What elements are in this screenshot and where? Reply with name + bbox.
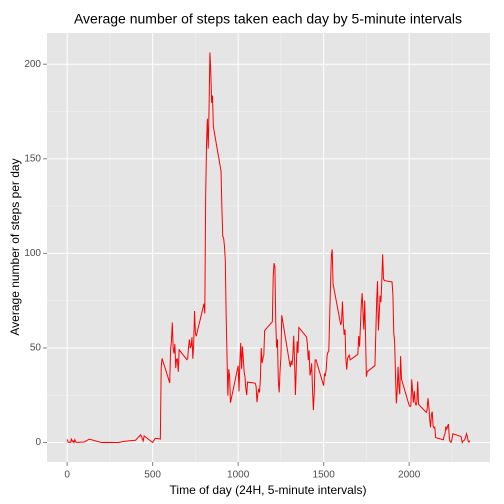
chart-title: Average number of steps taken each day b… bbox=[74, 11, 462, 27]
y-tick-label: 150 bbox=[24, 153, 41, 164]
x-tick-label: 500 bbox=[144, 470, 161, 481]
x-tick-label: 0 bbox=[64, 470, 70, 481]
x-tick-label: 2000 bbox=[398, 470, 421, 481]
y-axis-title: Average number of steps per day bbox=[8, 158, 22, 335]
y-tick-label: 200 bbox=[24, 59, 41, 70]
y-tick-label: 0 bbox=[35, 437, 41, 448]
x-tick-label: 1000 bbox=[227, 470, 250, 481]
y-tick-label: 50 bbox=[30, 343, 42, 354]
x-axis-title: Time of day (24H, 5-minute intervals) bbox=[170, 483, 367, 497]
plot-panel bbox=[47, 33, 490, 462]
series-line bbox=[66, 52, 471, 445]
x-tick-label: 1500 bbox=[313, 470, 336, 481]
y-tick-label: 100 bbox=[24, 248, 41, 259]
